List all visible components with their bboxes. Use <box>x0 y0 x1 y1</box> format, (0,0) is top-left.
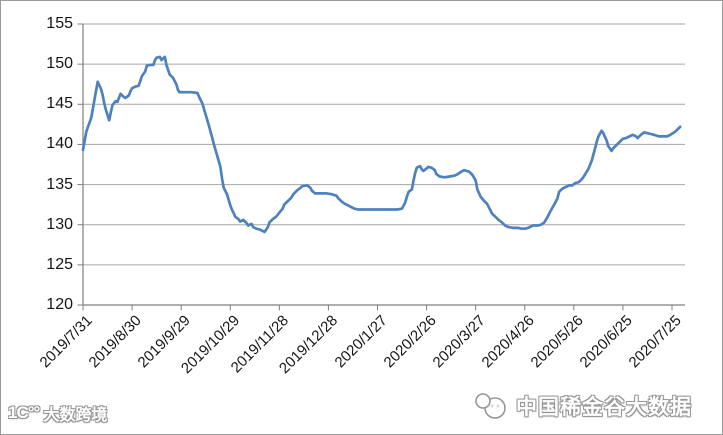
y-tick-label: 150 <box>46 55 73 73</box>
watermark-bottom-left: 1C°° 大数跨境 <box>8 401 107 425</box>
watermark-left-text: 大数跨境 <box>43 407 108 424</box>
y-tick-label: 140 <box>46 135 73 153</box>
y-tick-label: 135 <box>46 175 73 193</box>
y-tick-label: 130 <box>46 215 73 233</box>
y-tick-label: 155 <box>46 15 73 32</box>
price-index-line <box>81 55 682 234</box>
y-tick-label: 125 <box>46 255 73 273</box>
overlapping-circles-icon <box>475 393 506 419</box>
watermark-right-text: 中国稀金谷大数据 <box>516 396 692 419</box>
watermark-bottom-right: 中国稀金谷大数据 <box>473 391 692 421</box>
dashu-logo-icon: 1C°° <box>8 403 40 422</box>
y-tick-label: 120 <box>46 296 73 313</box>
y-tick-label: 145 <box>46 95 73 113</box>
